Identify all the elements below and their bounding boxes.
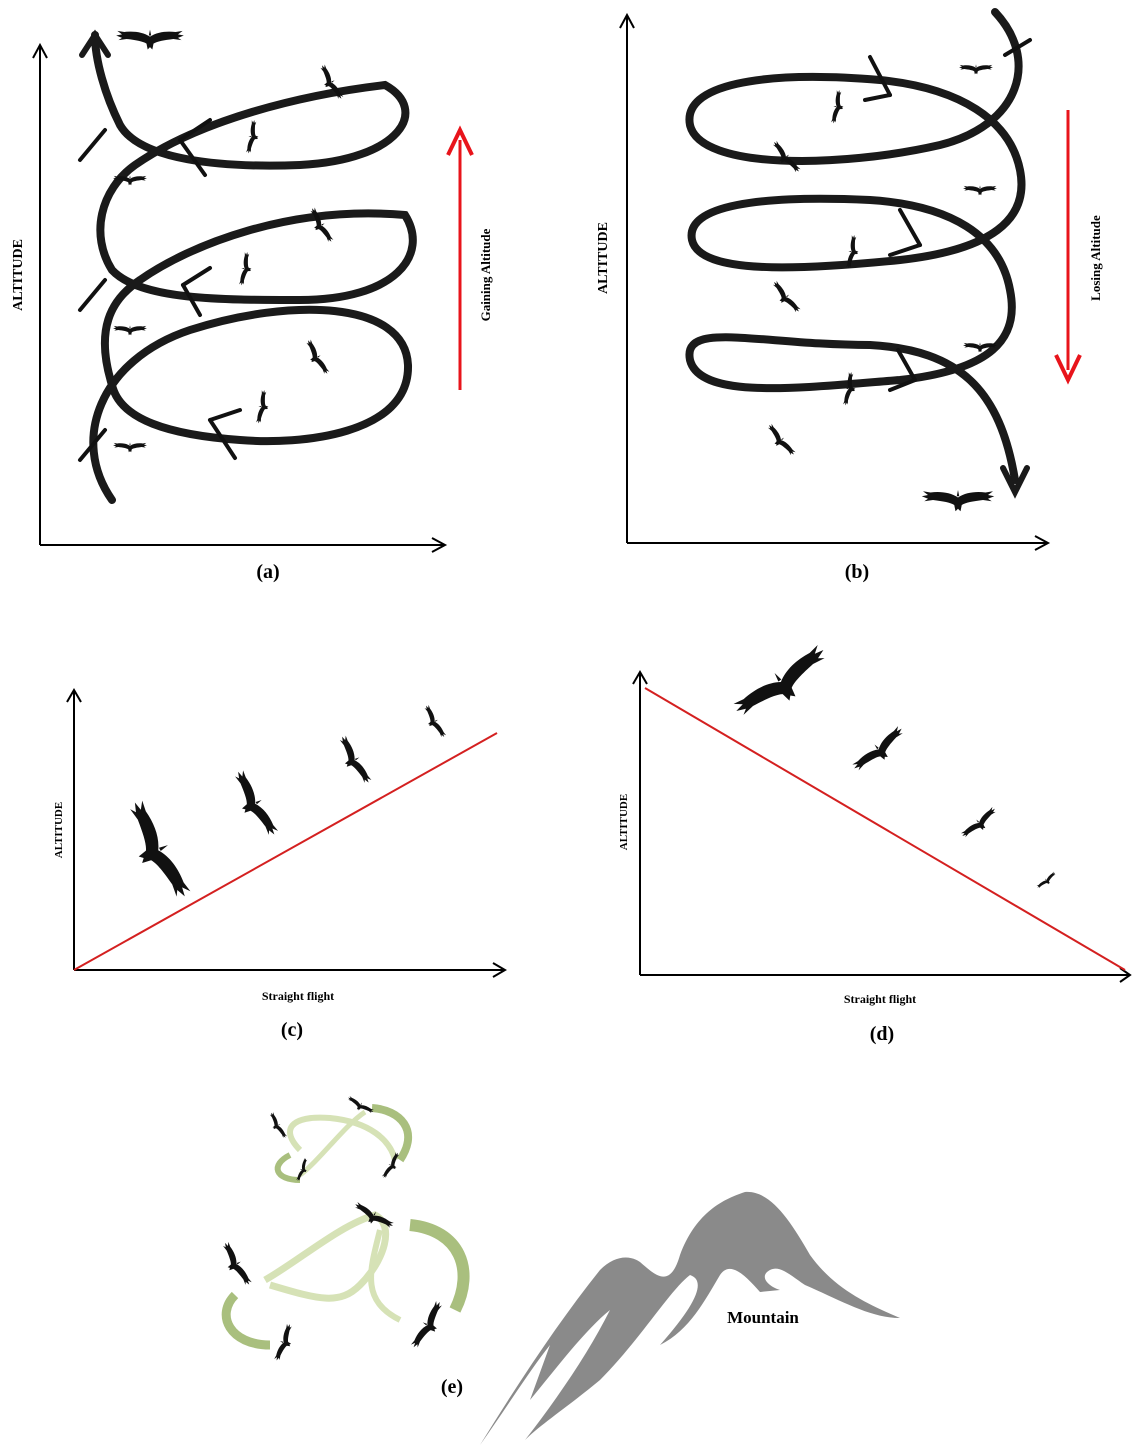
panel-b-axes [619, 12, 1051, 551]
bird-icon [767, 279, 802, 317]
bird-icon [959, 64, 993, 75]
lower-circling-arrows [221, 1211, 470, 1350]
losing-altitude-arrow [1054, 110, 1082, 385]
panel-d-x-axis-label: Straight flight [844, 992, 916, 1006]
panel-c-axes [66, 688, 507, 978]
mountain-shape [480, 1191, 900, 1445]
panel-b: ALTITUDE Losing Altitude (b) [596, 8, 1103, 583]
bird-icon [762, 422, 797, 460]
bird-icon [245, 119, 262, 155]
bird-icon [273, 1323, 298, 1364]
panel-b-caption: (b) [845, 561, 869, 583]
upper-circling-arrows [274, 1104, 413, 1183]
panel-a-y-axis-label: ALTITUDE [11, 239, 26, 311]
gaining-altitude-arrow [446, 125, 474, 390]
panel-c-y-axis-label: ALTITUDE [53, 802, 65, 858]
descending-flight-line [644, 687, 1126, 971]
panel-b-y-axis-label: ALTITUDE [596, 222, 611, 294]
bird-icon [216, 1240, 253, 1290]
panel-d: ALTITUDE Straight flight (d) [618, 642, 1132, 1045]
panel-e: Mountain (e) [216, 1095, 900, 1445]
bird-icon [409, 1299, 450, 1353]
bird-icon [265, 1111, 288, 1141]
bird-icon [116, 29, 184, 50]
panel-d-axes [632, 670, 1132, 983]
bird-icon [332, 734, 373, 789]
panel-a-axes [32, 42, 448, 553]
panel-a-caption: (a) [256, 561, 279, 583]
bird-icon [225, 768, 280, 843]
bird-icon [1036, 871, 1059, 892]
panel-a-spiral [79, 29, 417, 504]
panel-a-tick-marks [78, 118, 242, 462]
bird-icon [921, 490, 995, 512]
bird-icon [959, 805, 1001, 843]
bird-icon [115, 798, 193, 907]
mountain-label: Mountain [727, 1308, 799, 1327]
panel-b-spiral [685, 8, 1030, 499]
rising-flight-line [73, 732, 498, 971]
panel-c-caption: (c) [281, 1019, 303, 1041]
panel-c-x-axis-label: Straight flight [262, 989, 334, 1003]
panel-b-direction-label: Losing Altitude [1088, 215, 1103, 301]
bird-icon [830, 89, 847, 125]
panel-b-tick-marks [863, 38, 1032, 392]
bird-icon [255, 389, 272, 425]
bird-icon [731, 642, 837, 730]
panel-a: ALTITUDE Gaining Altitude (a) [11, 29, 493, 583]
bird-icon [419, 704, 447, 741]
panel-a-direction-label: Gaining Altitude [478, 228, 493, 321]
bird-icon [850, 724, 910, 779]
bird-icon [301, 338, 331, 378]
panel-c: ALTITUDE Straight flight (c) [53, 688, 507, 1041]
bird-icon [113, 442, 147, 453]
bird-icon [842, 371, 859, 407]
panel-d-caption: (d) [870, 1023, 894, 1045]
bird-icon [238, 251, 255, 287]
panel-e-caption: (e) [441, 1376, 463, 1398]
bird-icon [113, 325, 147, 336]
bird-icon [963, 185, 997, 196]
panel-d-y-axis-label: ALTITUDE [618, 794, 630, 850]
